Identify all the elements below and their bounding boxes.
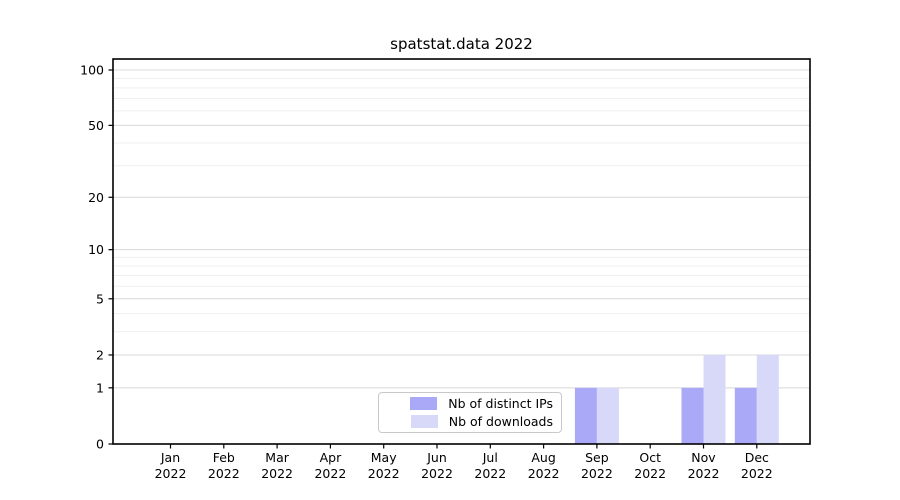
x-tick-label-year: 2022 [634,466,666,481]
x-tick-label-month: Oct [639,450,661,465]
x-tick-label-month: Aug [531,450,555,465]
legend-label-downloads: Nb of downloads [448,414,553,429]
x-tick-label-month: Nov [691,450,716,465]
bar-downloads-dec [756,354,779,444]
x-tick-label-month: Jun [426,450,447,465]
x-tick-label-year: 2022 [421,466,453,481]
x-tick-label-year: 2022 [741,466,773,481]
y-tick-label: 20 [88,190,104,205]
y-tick-label: 1 [96,380,104,395]
x-tick-label-month: Jul [482,450,498,465]
plot-border [112,58,811,445]
chart-title: spatstat.data 2022 [390,35,533,53]
x-tick-label-year: 2022 [474,466,506,481]
bar-distinct-ips-dec [734,387,757,444]
x-tick-label-month: Feb [213,450,235,465]
y-tick-label: 5 [96,291,104,306]
bar-downloads-sep [596,387,619,444]
y-tick-label: 100 [80,63,104,78]
bar-distinct-ips-sep [574,387,597,444]
bar-downloads-nov [703,354,726,444]
x-tick-label-month: Apr [320,450,342,465]
y-tick-label: 10 [88,242,104,257]
legend-label-distinct-ips: Nb of distinct IPs [448,396,553,411]
x-tick-label-year: 2022 [368,466,400,481]
legend-item-distinct-ips: Nb of distinct IPs [386,396,553,411]
x-tick-label-month: May [371,450,397,465]
x-tick-label-year: 2022 [208,466,240,481]
x-tick-label-year: 2022 [155,466,187,481]
bar-distinct-ips-nov [681,387,704,444]
legend-swatch-downloads [410,415,438,428]
x-tick-label-year: 2022 [314,466,346,481]
legend: Nb of distinct IPs Nb of downloads [378,392,562,433]
legend-item-downloads: Nb of downloads [386,414,553,429]
x-tick-label-month: Jan [160,450,180,465]
y-tick-label: 0 [96,437,104,452]
x-tick-label-year: 2022 [581,466,613,481]
x-tick-label-month: Dec [745,450,769,465]
x-tick-label-year: 2022 [688,466,720,481]
x-tick-label-year: 2022 [261,466,293,481]
x-tick-label-month: Sep [585,450,609,465]
x-tick-label-year: 2022 [528,466,560,481]
y-tick-label: 50 [88,118,104,133]
legend-swatch-distinct-ips [410,397,438,410]
y-tick-label: 2 [96,347,104,362]
x-tick-label-month: Mar [265,450,289,465]
